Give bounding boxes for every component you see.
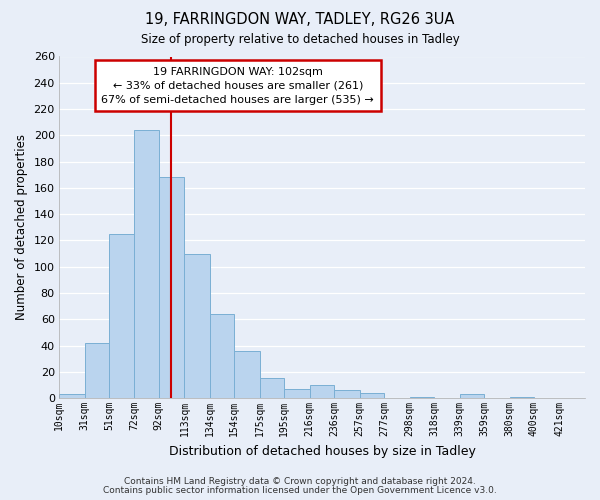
- Bar: [109, 234, 134, 398]
- Bar: [159, 178, 184, 398]
- Bar: [360, 393, 384, 398]
- Text: Size of property relative to detached houses in Tadley: Size of property relative to detached ho…: [140, 32, 460, 46]
- Bar: [184, 254, 210, 398]
- Text: 19 FARRINGDON WAY: 102sqm
← 33% of detached houses are smaller (261)
67% of semi: 19 FARRINGDON WAY: 102sqm ← 33% of detac…: [101, 66, 374, 104]
- Text: Contains HM Land Registry data © Crown copyright and database right 2024.: Contains HM Land Registry data © Crown c…: [124, 477, 476, 486]
- Bar: [334, 390, 360, 398]
- Bar: [134, 130, 159, 398]
- Text: Contains public sector information licensed under the Open Government Licence v3: Contains public sector information licen…: [103, 486, 497, 495]
- Bar: [260, 378, 284, 398]
- Bar: [210, 314, 235, 398]
- Bar: [284, 389, 310, 398]
- Y-axis label: Number of detached properties: Number of detached properties: [15, 134, 28, 320]
- Bar: [310, 385, 334, 398]
- Bar: [59, 394, 85, 398]
- Bar: [85, 343, 109, 398]
- Bar: [235, 351, 260, 398]
- X-axis label: Distribution of detached houses by size in Tadley: Distribution of detached houses by size …: [169, 444, 475, 458]
- Bar: [410, 397, 434, 398]
- Text: 19, FARRINGDON WAY, TADLEY, RG26 3UA: 19, FARRINGDON WAY, TADLEY, RG26 3UA: [145, 12, 455, 28]
- Bar: [460, 394, 484, 398]
- Bar: [509, 397, 534, 398]
